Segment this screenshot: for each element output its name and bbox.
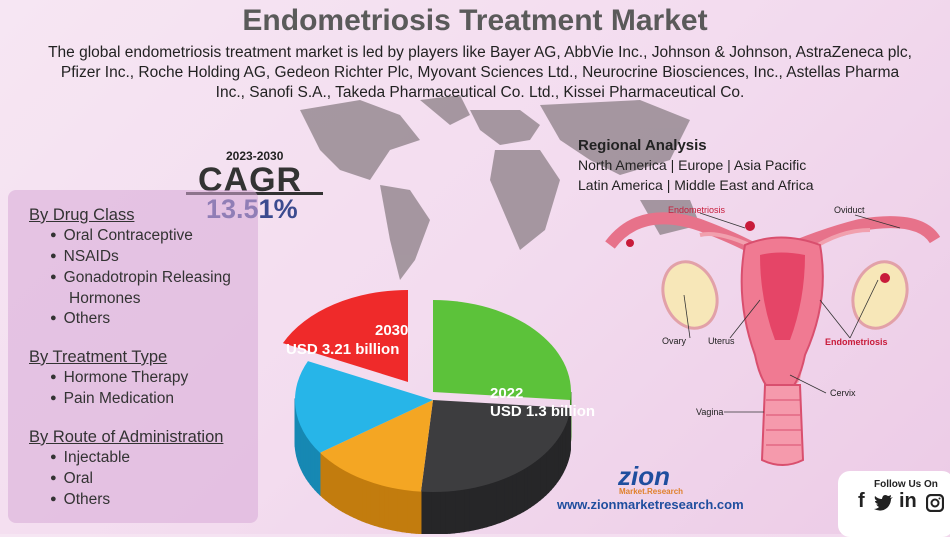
pie-side — [487, 483, 491, 526]
pie-side — [504, 477, 508, 521]
pie-side — [421, 492, 426, 534]
anatomy-label: Ovary — [662, 336, 686, 346]
anatomy-label: Oviduct — [834, 205, 865, 215]
description: The global endometriosis treatment marke… — [45, 43, 915, 103]
size-2030: USD 3.21 billion — [286, 341, 399, 358]
pie-side — [350, 473, 354, 517]
pie-side — [416, 491, 421, 533]
pie-side — [388, 487, 393, 530]
segment-title: By Route of Administration — [29, 428, 258, 447]
pie-side — [332, 463, 335, 507]
pie-side — [500, 479, 504, 523]
facebook-icon[interactable]: f — [858, 490, 865, 513]
segment-title: By Drug Class — [29, 206, 258, 225]
segment-item: Oral — [29, 469, 234, 490]
pie-side — [346, 471, 350, 515]
pie-side — [450, 491, 455, 533]
year-2030: 2030 — [375, 322, 408, 339]
segment-item: Others — [29, 309, 234, 330]
segments-panel: By Drug ClassOral ContraceptiveNSAIDsGon… — [8, 190, 258, 523]
logo-sub: Market.Research — [619, 487, 683, 496]
segment-title: By Treatment Type — [29, 348, 258, 367]
regional-line: Latin America | Middle East and Africa — [578, 177, 814, 193]
pie-side — [482, 485, 486, 528]
segment: By Route of AdministrationInjectableOral… — [8, 428, 258, 511]
size-2022: USD 1.3 billion — [490, 403, 595, 420]
twitter-icon[interactable] — [874, 494, 894, 512]
anatomy-label: Cervix — [830, 388, 856, 398]
follow-label: Follow Us On — [874, 479, 938, 490]
pie-side — [431, 492, 436, 534]
pie-side — [375, 483, 379, 526]
pie-side — [508, 475, 512, 519]
segment-list: Oral ContraceptiveNSAIDsGonadotropin Rel… — [8, 226, 258, 330]
year-2022: 2022 — [490, 385, 523, 402]
pie-side — [527, 465, 530, 509]
pie-side — [411, 491, 416, 533]
instagram-icon[interactable] — [926, 494, 944, 512]
segment-item: NSAIDs — [29, 247, 234, 268]
segment-item: Hormone Therapy — [29, 368, 234, 389]
anatomy-label: Vagina — [696, 407, 723, 417]
pie-side — [435, 492, 440, 534]
website[interactable]: www.zionmarketresearch.com — [557, 497, 744, 512]
regional-line: North America | Europe | Asia Pacific — [578, 157, 806, 173]
pie-side — [393, 488, 398, 531]
pie-side — [491, 482, 495, 525]
segment-item: Others — [29, 490, 234, 511]
pie-side — [354, 475, 358, 519]
pie-side — [379, 485, 383, 528]
segment: By Drug ClassOral ContraceptiveNSAIDsGon… — [8, 206, 258, 330]
pie-side — [397, 489, 402, 532]
pie-side — [402, 490, 407, 533]
regional-title: Regional Analysis — [578, 137, 707, 154]
segment-list: Hormone TherapyPain Medication — [8, 368, 258, 410]
pie-side — [512, 473, 516, 517]
pie-side — [362, 479, 366, 523]
linkedin-icon[interactable]: in — [899, 490, 917, 513]
pie-side — [516, 471, 520, 515]
pie-side — [520, 469, 524, 513]
segment-list: InjectableOralOthers — [8, 448, 258, 511]
pie-side — [342, 469, 346, 513]
pie-side — [445, 491, 450, 533]
segment: By Treatment TypeHormone TherapyPain Med… — [8, 348, 258, 410]
pie-side — [469, 488, 474, 531]
pie-side — [478, 486, 483, 529]
anatomy-label: Endometriosis — [668, 205, 725, 215]
pie-side — [473, 487, 478, 530]
title: Endometriosis Treatment Market — [0, 4, 950, 38]
pie-side — [440, 492, 445, 534]
segment-item: Injectable — [29, 448, 234, 469]
pie-side — [407, 490, 412, 533]
anatomy-label: Endometriosis — [825, 337, 888, 347]
pie-side — [370, 482, 374, 525]
pie-side — [426, 492, 431, 534]
pie-side — [339, 467, 343, 511]
pie-side — [459, 490, 464, 533]
pie-side — [455, 490, 460, 533]
pie-side — [524, 467, 528, 511]
pie-side — [464, 489, 469, 532]
pie-side — [358, 477, 362, 521]
pie-side — [384, 486, 389, 529]
pie-side — [335, 465, 338, 509]
pie-side — [496, 480, 500, 524]
pie-side — [531, 463, 534, 507]
segment-item: Oral Contraceptive — [29, 226, 234, 247]
segment-item: Gonadotropin Releasing Hormones — [29, 268, 234, 309]
pie-side — [366, 480, 370, 524]
segment-item: Pain Medication — [29, 389, 234, 410]
anatomy-label: Uterus — [708, 336, 735, 346]
